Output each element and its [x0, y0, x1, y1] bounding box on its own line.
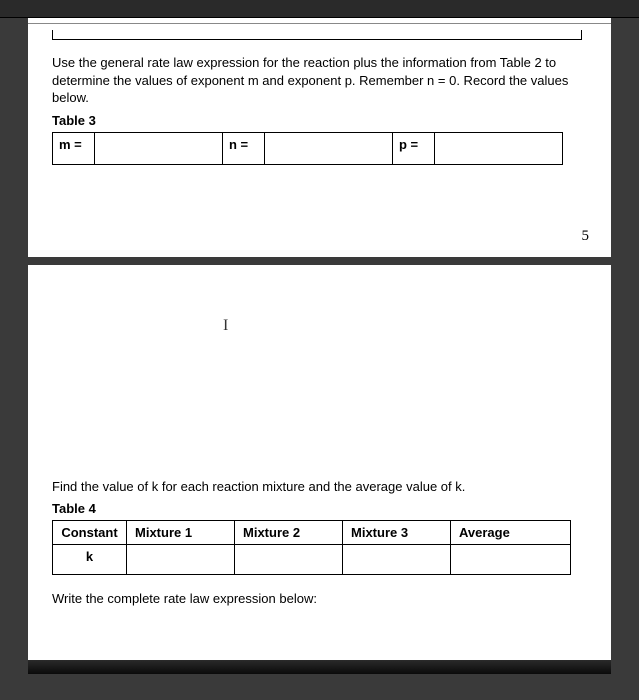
bottom-shadow [28, 660, 611, 674]
table-row: k [53, 545, 571, 575]
value-k-mix3[interactable] [343, 545, 451, 575]
instruction-text-2: Find the value of k for each reaction mi… [52, 478, 587, 496]
page-gap [28, 257, 611, 265]
col-mix1: Mixture 1 [127, 521, 235, 545]
value-k-mix1[interactable] [127, 545, 235, 575]
row-label-k: k [53, 545, 127, 575]
page-bottom: I Find the value of k for each reaction … [28, 265, 611, 660]
table3-title: Table 3 [52, 113, 587, 128]
instruction-text-3: Write the complete rate law expression b… [52, 591, 587, 606]
table3: m = n = p = [52, 132, 563, 165]
label-m: m = [53, 132, 95, 164]
value-p[interactable] [435, 132, 563, 164]
col-avg: Average [451, 521, 571, 545]
col-mix2: Mixture 2 [235, 521, 343, 545]
table-header-row: Constant Mixture 1 Mixture 2 Mixture 3 A… [53, 521, 571, 545]
value-k-avg[interactable] [451, 545, 571, 575]
pdf-toolbar [0, 0, 639, 18]
table4: Constant Mixture 1 Mixture 2 Mixture 3 A… [52, 520, 571, 575]
instruction-text-1: Use the general rate law expression for … [52, 54, 587, 107]
col-constant: Constant [53, 521, 127, 545]
col-mix3: Mixture 3 [343, 521, 451, 545]
table4-title: Table 4 [52, 501, 587, 516]
previous-table-bottom-border [52, 30, 582, 40]
label-n: n = [223, 132, 265, 164]
table-row: m = n = p = [53, 132, 563, 164]
page-number: 5 [582, 228, 590, 245]
label-p: p = [393, 132, 435, 164]
value-n[interactable] [265, 132, 393, 164]
page-top: Use the general rate law expression for … [28, 23, 611, 257]
value-m[interactable] [95, 132, 223, 164]
page-viewport: Use the general rate law expression for … [0, 18, 639, 700]
text-cursor-icon: I [223, 317, 228, 335]
value-k-mix2[interactable] [235, 545, 343, 575]
